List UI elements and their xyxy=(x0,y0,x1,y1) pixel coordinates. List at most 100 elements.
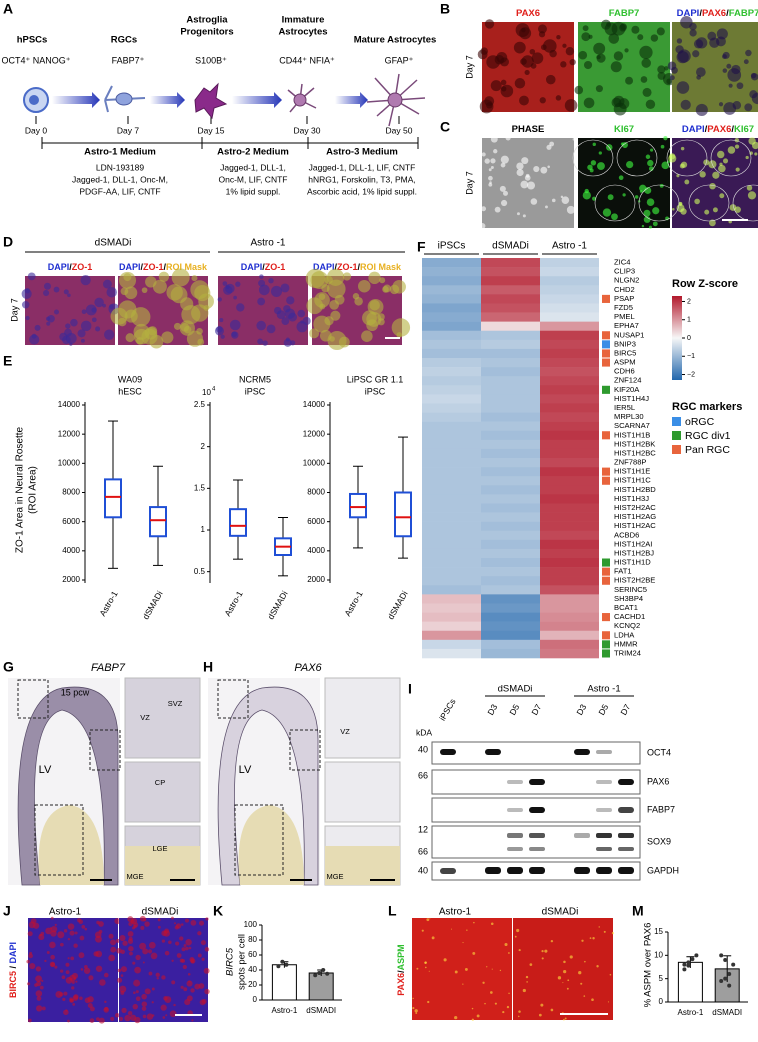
heatmap-cell xyxy=(540,530,599,541)
heatmap-cell xyxy=(481,348,540,359)
y-tick-label: 2000 xyxy=(62,575,80,584)
texture xyxy=(27,931,33,937)
texture xyxy=(598,151,602,155)
panel-letter: J xyxy=(3,903,11,919)
texture xyxy=(565,47,575,56)
legend-swatch xyxy=(672,445,681,454)
texture xyxy=(607,194,614,201)
texture xyxy=(556,34,561,40)
heatmap-cell xyxy=(481,276,540,286)
lane-label: D3 xyxy=(485,702,499,717)
gene-label: HIST1H1B xyxy=(614,430,650,439)
texture xyxy=(119,985,127,993)
texture xyxy=(567,979,570,982)
heatmap-cell xyxy=(481,258,540,268)
heatmap-cell xyxy=(422,385,481,395)
texture xyxy=(524,175,531,181)
plot-title: WA09 xyxy=(118,374,142,384)
texture xyxy=(141,993,147,1000)
texture xyxy=(120,990,125,995)
texture xyxy=(611,213,618,221)
day-label: Day 7 xyxy=(9,298,19,322)
texture xyxy=(563,960,566,964)
texture xyxy=(53,286,60,293)
gene-label: HIST1H2AG xyxy=(614,512,656,521)
heatmap-cell xyxy=(540,439,599,450)
texture xyxy=(479,222,486,230)
texture xyxy=(500,84,514,98)
data-point xyxy=(284,962,289,967)
heatmap-cell xyxy=(481,312,540,322)
texture xyxy=(104,329,115,340)
gene-label: HMMR xyxy=(614,639,638,648)
texture xyxy=(680,161,688,168)
texture xyxy=(754,152,758,156)
micrograph xyxy=(578,138,670,228)
texture xyxy=(142,961,145,964)
texture xyxy=(641,58,651,68)
texture xyxy=(561,196,570,204)
texture xyxy=(80,968,84,971)
texture xyxy=(598,926,600,928)
texture xyxy=(734,144,740,149)
texture xyxy=(622,193,626,197)
texture xyxy=(590,160,597,166)
size-label: 40 xyxy=(418,744,428,754)
column-label: iPSCs xyxy=(438,241,466,252)
texture xyxy=(180,297,194,311)
texture xyxy=(63,929,68,933)
texture xyxy=(650,34,659,42)
texture xyxy=(281,317,290,326)
texture xyxy=(652,207,660,215)
texture xyxy=(503,190,509,196)
texture xyxy=(666,139,708,177)
data-point xyxy=(719,953,724,958)
texture xyxy=(157,918,161,922)
texture xyxy=(50,925,58,933)
plot-title: LiPSC GR 1.1 xyxy=(347,374,404,384)
gene-label: HIST1H4J xyxy=(614,394,649,403)
texture xyxy=(329,336,335,342)
texture xyxy=(69,997,73,1002)
heatmap-cell xyxy=(422,339,481,350)
texture xyxy=(538,1013,542,1017)
texture xyxy=(664,66,669,71)
column-label: Astro -1 xyxy=(552,241,587,252)
texture xyxy=(284,308,296,319)
texture xyxy=(79,996,83,1001)
inset-tissue xyxy=(325,846,400,885)
texture xyxy=(258,279,266,287)
texture xyxy=(589,168,594,173)
texture xyxy=(36,981,42,987)
texture xyxy=(148,941,156,949)
heatmap-cell xyxy=(540,267,599,277)
panel-letter: B xyxy=(440,1,450,17)
texture xyxy=(41,1006,46,1011)
heatmap-cell xyxy=(481,367,540,377)
texture xyxy=(118,1016,124,1021)
heatmap-cell xyxy=(540,376,599,386)
heatmap-cell xyxy=(481,621,540,632)
texture xyxy=(135,996,141,1002)
texture xyxy=(643,209,651,217)
texture xyxy=(563,969,567,974)
texture xyxy=(631,25,640,34)
y-tick-label: 4000 xyxy=(307,546,325,555)
heatmap-cell xyxy=(540,294,599,304)
texture xyxy=(676,38,683,44)
label-part: DAPI xyxy=(682,124,705,135)
texture xyxy=(84,997,91,1004)
texture xyxy=(78,952,85,959)
texture xyxy=(680,99,691,110)
texture xyxy=(77,329,86,338)
data-point xyxy=(686,960,691,965)
lane-label: D5 xyxy=(596,702,610,717)
texture xyxy=(175,941,180,946)
texture xyxy=(519,27,532,40)
texture xyxy=(545,74,556,85)
condition-label: dSMADi xyxy=(542,907,579,918)
label-part: ZO-1 xyxy=(72,262,93,272)
texture xyxy=(158,271,170,282)
texture xyxy=(361,330,373,342)
texture xyxy=(660,144,665,149)
